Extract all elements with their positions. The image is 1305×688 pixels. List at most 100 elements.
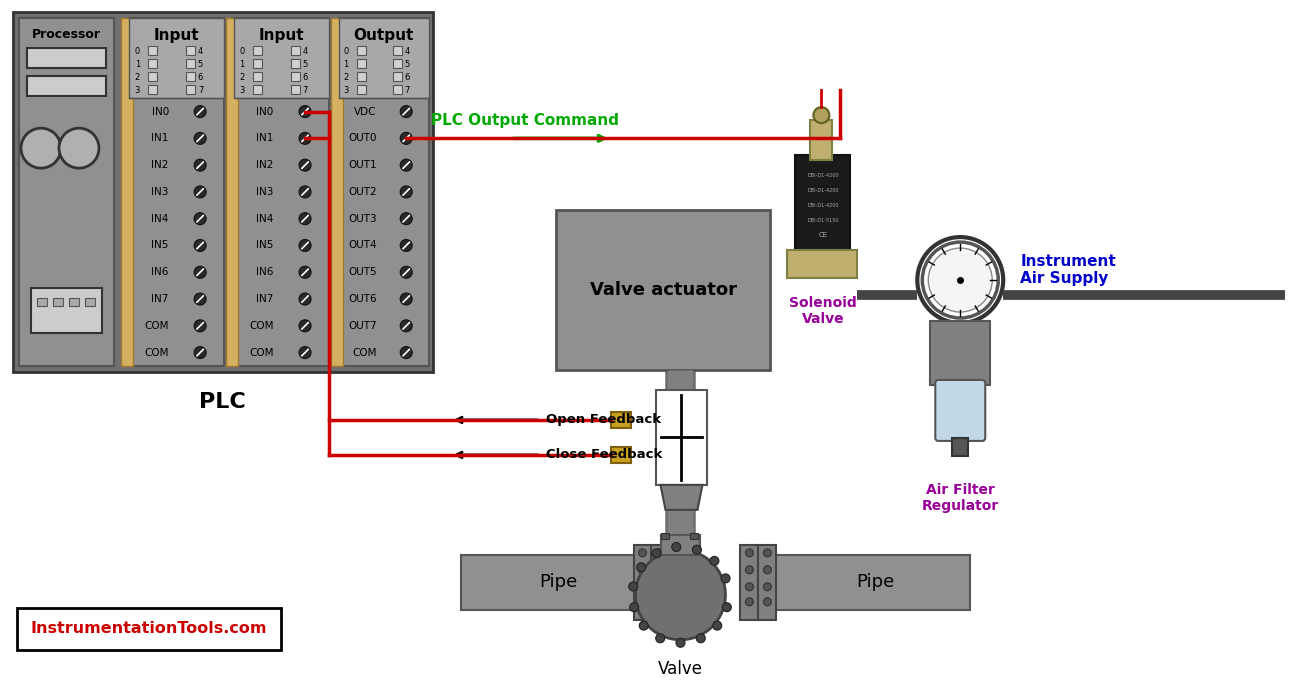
Text: 1: 1 — [134, 60, 140, 69]
FancyBboxPatch shape — [253, 72, 262, 81]
Text: 6: 6 — [198, 73, 204, 82]
Circle shape — [299, 105, 311, 118]
Circle shape — [401, 186, 412, 198]
Text: 7: 7 — [303, 86, 308, 95]
Text: IN5: IN5 — [151, 241, 168, 250]
Text: COM: COM — [249, 321, 274, 331]
Text: Instrument
Air Supply: Instrument Air Supply — [1021, 254, 1116, 286]
Text: 4: 4 — [303, 47, 308, 56]
Text: DBI-D1-4200: DBI-D1-4200 — [806, 188, 839, 193]
Text: DBI-D1-5150: DBI-D1-5150 — [806, 217, 839, 223]
Text: IN7: IN7 — [151, 294, 168, 304]
Text: DBI-D1-4200: DBI-D1-4200 — [806, 173, 839, 178]
FancyBboxPatch shape — [930, 321, 990, 385]
FancyBboxPatch shape — [129, 19, 224, 366]
Text: VDC: VDC — [354, 107, 377, 116]
Circle shape — [299, 266, 311, 278]
FancyBboxPatch shape — [54, 298, 63, 306]
Circle shape — [401, 159, 412, 171]
FancyBboxPatch shape — [147, 59, 157, 68]
Text: Pipe: Pipe — [539, 573, 577, 591]
Circle shape — [194, 320, 206, 332]
Text: DBI-D1-4200: DBI-D1-4200 — [806, 202, 839, 208]
Circle shape — [194, 132, 206, 144]
FancyBboxPatch shape — [393, 85, 402, 94]
Text: Input: Input — [258, 28, 304, 43]
Circle shape — [194, 159, 206, 171]
Circle shape — [194, 239, 206, 252]
Circle shape — [401, 132, 412, 144]
Circle shape — [710, 557, 719, 566]
Text: 2: 2 — [343, 73, 348, 82]
FancyBboxPatch shape — [556, 210, 770, 370]
FancyBboxPatch shape — [185, 46, 194, 55]
Circle shape — [697, 634, 705, 643]
Text: 6: 6 — [303, 73, 308, 82]
FancyBboxPatch shape — [147, 46, 157, 55]
Text: 3: 3 — [134, 86, 140, 95]
FancyBboxPatch shape — [20, 19, 114, 366]
Text: Valve actuator: Valve actuator — [590, 281, 736, 299]
Circle shape — [713, 621, 722, 630]
Circle shape — [723, 603, 731, 612]
Text: IN0: IN0 — [151, 107, 168, 116]
Text: 5: 5 — [198, 60, 204, 69]
FancyBboxPatch shape — [121, 19, 133, 366]
FancyBboxPatch shape — [339, 19, 428, 366]
FancyBboxPatch shape — [253, 46, 262, 55]
Circle shape — [630, 603, 638, 612]
Circle shape — [672, 543, 681, 552]
Circle shape — [299, 239, 311, 252]
Circle shape — [763, 566, 771, 574]
Text: Input: Input — [154, 28, 200, 43]
FancyBboxPatch shape — [31, 288, 102, 333]
Text: IN0: IN0 — [257, 107, 274, 116]
Circle shape — [401, 320, 412, 332]
Text: IN4: IN4 — [256, 214, 274, 224]
FancyBboxPatch shape — [690, 533, 698, 539]
FancyBboxPatch shape — [185, 85, 194, 94]
Circle shape — [928, 248, 992, 312]
Circle shape — [763, 583, 771, 591]
Text: Processor: Processor — [33, 28, 100, 41]
Circle shape — [655, 598, 663, 606]
Circle shape — [763, 598, 771, 606]
Circle shape — [638, 583, 646, 591]
FancyBboxPatch shape — [253, 85, 262, 94]
Circle shape — [813, 107, 830, 123]
Circle shape — [401, 105, 412, 118]
FancyBboxPatch shape — [339, 19, 428, 98]
Circle shape — [638, 598, 646, 606]
FancyBboxPatch shape — [129, 19, 224, 98]
Circle shape — [299, 132, 311, 144]
Circle shape — [299, 159, 311, 171]
Text: IN2: IN2 — [256, 160, 274, 170]
FancyBboxPatch shape — [393, 72, 402, 81]
Text: IN6: IN6 — [256, 267, 274, 277]
FancyBboxPatch shape — [291, 59, 300, 68]
Text: OUT5: OUT5 — [348, 267, 377, 277]
Circle shape — [745, 566, 753, 574]
Text: InstrumentationTools.com: InstrumentationTools.com — [30, 621, 268, 636]
FancyBboxPatch shape — [810, 120, 833, 160]
FancyBboxPatch shape — [787, 250, 857, 278]
FancyBboxPatch shape — [953, 438, 968, 456]
Text: OUT3: OUT3 — [348, 214, 377, 224]
Circle shape — [401, 213, 412, 225]
Text: 4: 4 — [198, 47, 204, 56]
FancyBboxPatch shape — [69, 298, 80, 306]
Circle shape — [693, 545, 701, 555]
Text: OUT0: OUT0 — [348, 133, 377, 143]
Circle shape — [194, 213, 206, 225]
Text: 1: 1 — [240, 60, 245, 69]
Circle shape — [722, 574, 729, 583]
FancyBboxPatch shape — [761, 555, 970, 610]
Circle shape — [655, 583, 663, 591]
Text: COM: COM — [352, 347, 377, 358]
FancyBboxPatch shape — [660, 535, 701, 555]
FancyBboxPatch shape — [27, 48, 106, 68]
Text: Pipe: Pipe — [856, 573, 894, 591]
Circle shape — [401, 266, 412, 278]
Circle shape — [629, 582, 638, 591]
FancyBboxPatch shape — [291, 72, 300, 81]
